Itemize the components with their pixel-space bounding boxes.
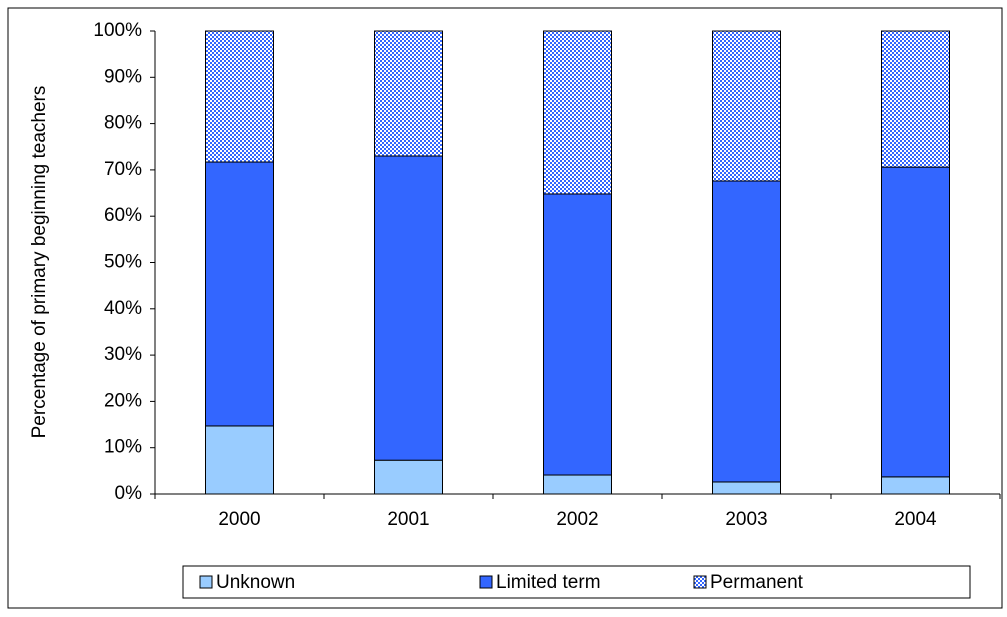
y-tick-label: 70% [104,159,142,180]
bar-segment [543,30,612,195]
bar-segment [374,459,443,495]
y-tick-label: 0% [115,483,143,504]
y-tick-label: 100% [93,20,142,41]
bar-segment [712,30,781,182]
legend-box [182,565,971,599]
y-tick-label: 50% [104,252,142,273]
chart-frame [7,7,1003,609]
bar-segment [881,30,950,168]
bar-segment [543,474,612,495]
y-axis-title: Percentage of primary beginning teachers [29,86,50,439]
legend-swatch [199,575,213,589]
x-tick-label: 2004 [894,509,937,530]
bar-segment [712,481,781,495]
bar-segment [712,180,781,483]
y-tick-label: 90% [104,66,142,87]
y-tick-label: 40% [104,298,142,319]
legend-label: Permanent [710,572,804,593]
y-tick-label: 80% [104,113,142,134]
bar-segment [881,166,950,478]
legend-swatch [479,575,493,589]
bar-segment [881,476,950,495]
legend-label: Limited term [496,572,601,593]
y-tick-label: 20% [104,390,142,411]
x-tick-label: 2003 [725,509,767,530]
y-tick-label: 10% [104,437,142,458]
y-tick-label: 60% [104,205,142,226]
bar-segment [374,30,443,157]
bar-segment [205,425,274,495]
x-tick-label: 2001 [387,509,429,530]
legend-swatch [693,575,707,589]
y-tick-label: 30% [104,344,142,365]
bar-segment [543,193,612,476]
bar-segment [205,30,274,163]
legend-label: Unknown [216,572,295,593]
x-tick-label: 2002 [556,509,598,530]
bar-segment [374,155,443,461]
x-tick-label: 2000 [218,509,260,530]
bar-segment [205,161,274,427]
